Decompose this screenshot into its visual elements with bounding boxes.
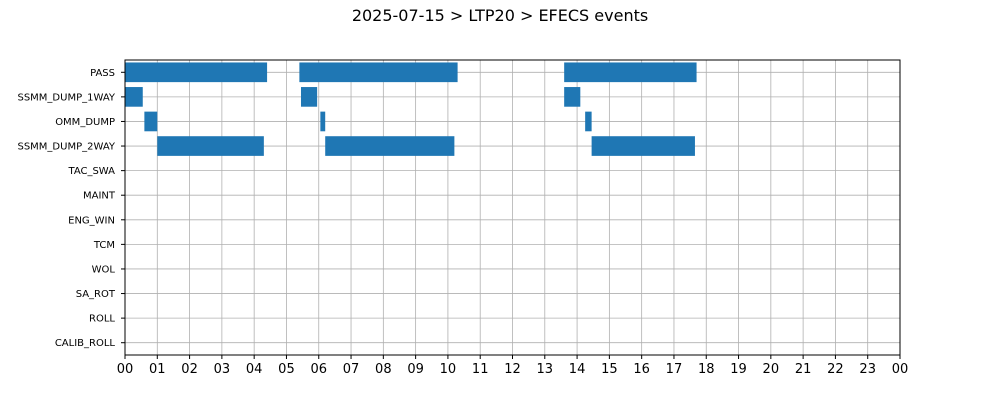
x-axis: 00 01 02 03 04 05 06 07 08 09 10 11 12 13 14 15 16 17 18 19… xyxy=(117,355,909,377)
x-tick-label: 11 xyxy=(472,362,489,377)
x-tick-label: 17 xyxy=(666,362,683,377)
x-tick-label: 18 xyxy=(698,362,715,377)
event-bar xyxy=(591,136,695,156)
event-bar xyxy=(157,136,264,156)
chart-title: 2025-07-15 > LTP20 > EFECS events xyxy=(351,6,649,25)
x-tick-label: 23 xyxy=(859,362,876,377)
y-tick-label: MAINT xyxy=(83,191,116,202)
y-tick-label: TCM xyxy=(93,240,115,251)
x-tick-label: 09 xyxy=(407,362,424,377)
x-tick-label: 20 xyxy=(763,362,780,377)
x-tick-label: 04 xyxy=(246,362,263,377)
y-tick-label: ROLL xyxy=(89,314,115,325)
event-bar xyxy=(125,62,268,83)
x-tick-label: 15 xyxy=(601,362,618,377)
event-bar xyxy=(585,111,592,132)
event-bar xyxy=(564,62,697,83)
x-tick-label: 12 xyxy=(504,362,521,377)
x-tick-label: 03 xyxy=(214,362,231,377)
x-tick-label: 10 xyxy=(440,362,457,377)
y-tick-label: SA_ROT xyxy=(76,289,116,300)
event-bar xyxy=(325,136,455,156)
x-tick-label: 16 xyxy=(633,362,650,377)
y-axis: PASS SSMM_DUMP_1WAY OMM_DUMP SSMM_DUMP_2WAY… xyxy=(17,68,125,349)
x-tick-label: 05 xyxy=(278,362,295,377)
grid-layer xyxy=(124,60,901,355)
event-bar xyxy=(300,87,318,107)
x-tick-label: 00 xyxy=(117,362,134,377)
y-tick-label: OMM_DUMP xyxy=(55,117,115,128)
event-bar xyxy=(125,87,143,107)
x-tick-label: 14 xyxy=(569,362,586,377)
event-bar xyxy=(144,111,158,132)
x-tick-label: 02 xyxy=(181,362,198,377)
event-bar xyxy=(320,111,326,132)
x-tick-label: 01 xyxy=(149,362,166,377)
x-tick-label: 08 xyxy=(375,362,392,377)
y-tick-label: SSMM_DUMP_1WAY xyxy=(17,92,115,103)
x-tick-label: 19 xyxy=(730,362,747,377)
x-tick-label: 22 xyxy=(827,362,844,377)
y-tick-label: ENG_WIN xyxy=(68,215,115,226)
x-tick-label: 21 xyxy=(795,362,812,377)
x-tick-label: 13 xyxy=(537,362,554,377)
x-tick-label: 00 xyxy=(892,362,909,377)
x-tick-label: 06 xyxy=(310,362,327,377)
event-bar xyxy=(564,87,581,107)
y-tick-label: WOL xyxy=(92,264,116,275)
event-bar xyxy=(299,62,458,83)
y-tick-label: CALIB_ROLL xyxy=(55,338,116,349)
x-tick-label: 07 xyxy=(343,362,360,377)
bars-layer xyxy=(125,62,697,156)
y-tick-label: SSMM_DUMP_2WAY xyxy=(17,142,115,153)
y-tick-label: PASS xyxy=(90,68,115,79)
y-tick-label: TAC_SWA xyxy=(67,166,115,177)
